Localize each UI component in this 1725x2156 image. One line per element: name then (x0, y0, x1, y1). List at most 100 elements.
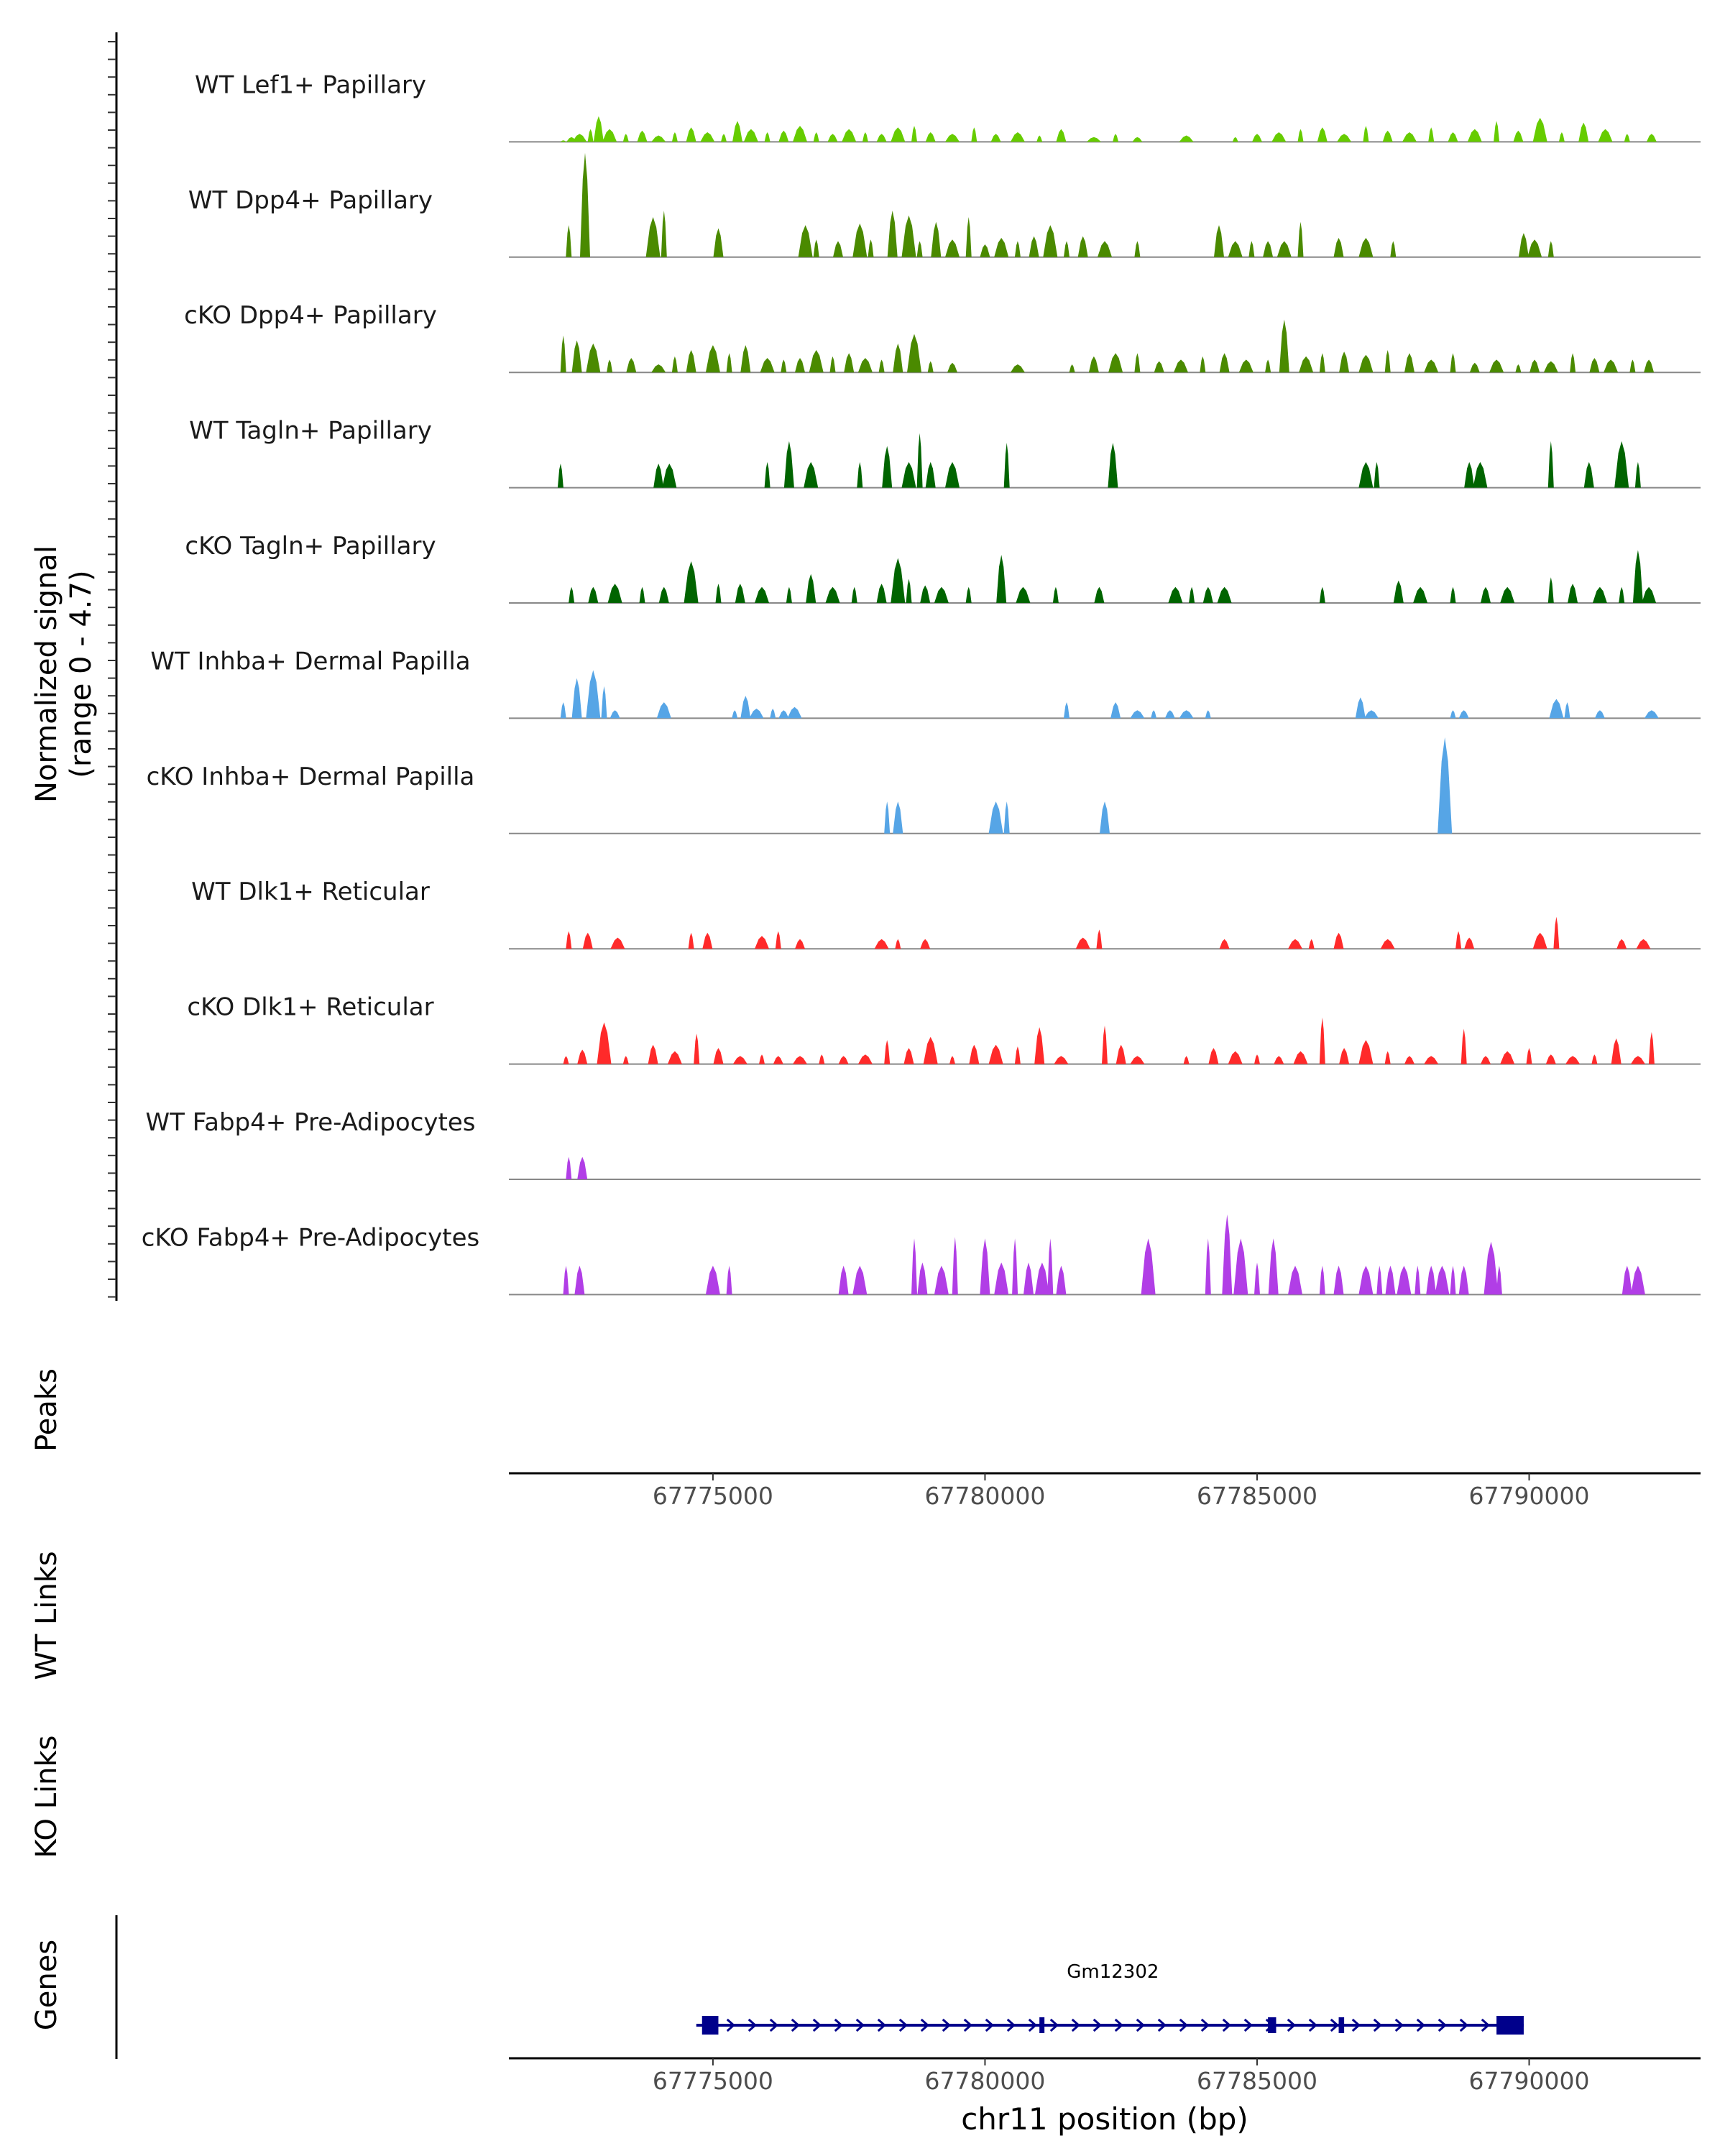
coverage-peak (1376, 1266, 1383, 1295)
strand-arrow (1006, 2018, 1016, 2032)
coverage-peak (994, 238, 1009, 257)
strand-arrow (1287, 2018, 1297, 2032)
coverage-peak (773, 1056, 783, 1064)
track-9: WT Fabp4+ Pre-Adipocytes (146, 1108, 1701, 1180)
coverage-peak (1644, 359, 1655, 373)
coverage-peak (934, 1266, 949, 1295)
coverage-peak (901, 215, 916, 257)
coverage-peak (1518, 233, 1529, 257)
coverage-peak (602, 129, 617, 142)
coverage-peak (1594, 710, 1605, 719)
coverage-peak (732, 1056, 748, 1064)
coverage-peak (1010, 132, 1025, 142)
coverage-peak (778, 710, 789, 719)
coverage-peak (1632, 550, 1643, 603)
strand-arrow (963, 2018, 973, 2032)
coverage-peak (653, 464, 664, 488)
coverage-peak (1088, 356, 1099, 373)
track-label: cKO Fabp4+ Pre-Adipocytes (142, 1223, 480, 1252)
wt-links-panel-label: WT Links (30, 1551, 63, 1680)
strand-arrow (1200, 2018, 1210, 2032)
coverage-peak (1047, 1238, 1054, 1295)
coverage-peak (1012, 1238, 1018, 1295)
coverage-peak (667, 1051, 682, 1064)
coverage-peak (920, 939, 931, 949)
coverage-peak (1252, 134, 1262, 142)
coverage-peak (1382, 130, 1393, 142)
coverage-peak (715, 584, 722, 603)
coverage-peak (1500, 1051, 1515, 1064)
track-label: WT Fabp4+ Pre-Adipocytes (146, 1108, 476, 1137)
coverage-peak (1096, 929, 1103, 949)
track-label: WT Tagln+ Papillary (189, 417, 432, 446)
gene-exon (1496, 2016, 1524, 2035)
coverage-peak (1056, 129, 1067, 142)
coverage-peak (597, 1022, 612, 1064)
coverage-peak (1448, 132, 1458, 142)
track-label: cKO Dlk1+ Reticular (187, 993, 433, 1022)
strand-arrow (1092, 2018, 1103, 2032)
coverage-peak (1024, 1262, 1034, 1295)
coverage-peak (1214, 225, 1224, 257)
coverage-peak (1100, 801, 1110, 834)
coverage-peak (740, 696, 751, 719)
coverage-peak (1056, 1266, 1067, 1295)
coverage-peak (586, 344, 601, 373)
coverage-peak (1527, 239, 1542, 257)
coverage-peak (1183, 1056, 1190, 1064)
peaks-x-axis-ticks: 67775000 67780000 67785000 67790000 (653, 1473, 1590, 1510)
x-tick-label: 67780000 (924, 2067, 1045, 2095)
coverage-peak (1450, 353, 1456, 373)
coverage-peak (1464, 937, 1475, 949)
x-axis-label: chr11 position (bp) (961, 2101, 1248, 2137)
coverage-peak (1458, 1266, 1469, 1295)
coverage-peak (622, 1056, 629, 1064)
track-label: cKO Tagln+ Papillary (185, 532, 436, 561)
coverage-peak (770, 709, 776, 719)
coverage-peak (648, 1044, 658, 1064)
x-tick-label: 67785000 (1197, 2067, 1317, 2095)
coverage-peak (857, 358, 873, 373)
coverage-peak (857, 1054, 873, 1064)
strand-arrow (769, 2018, 779, 2032)
coverage-peak (1268, 1238, 1279, 1295)
coverage-peak (726, 1266, 732, 1295)
coverage-peak (671, 132, 678, 142)
coverage-peak (838, 1266, 849, 1295)
coverage-peak (749, 709, 764, 719)
coverage-peak (1339, 351, 1350, 373)
coverage-peak (1358, 354, 1374, 373)
coverage-peak (684, 561, 699, 603)
x-tick-label: 67790000 (1469, 2067, 1590, 2095)
coverage-peak (622, 134, 629, 142)
track-label: cKO Inhba+ Dermal Papilla (147, 763, 475, 791)
coverage-peak (726, 353, 732, 373)
coverage-peak (1319, 586, 1325, 603)
coverage-peak (887, 211, 898, 257)
coverage-peak (988, 801, 1003, 834)
coverage-peak (1404, 353, 1414, 373)
coverage-peak (572, 134, 587, 142)
strand-arrow (877, 2018, 887, 2032)
coverage-peak (671, 356, 678, 373)
coverage-peak (1634, 461, 1641, 488)
coverage-peak (1134, 241, 1141, 257)
coverage-peak (945, 239, 960, 257)
gene-exon (1039, 2017, 1045, 2033)
coverage-peak (1205, 1238, 1211, 1295)
coverage-peak (688, 932, 694, 949)
coverage-peak (827, 134, 838, 142)
coverage-peak (833, 241, 843, 257)
coverage-peak (868, 239, 874, 257)
coverage-peak (1547, 241, 1554, 257)
coverage-peak (884, 801, 891, 834)
coverage-peak (1622, 1266, 1632, 1295)
gene-exon (702, 2016, 719, 2035)
coverage-peak (893, 344, 903, 373)
track-label: WT Dlk1+ Reticular (191, 877, 430, 906)
coverage-peak (996, 555, 1007, 603)
coverage-peak (1319, 353, 1325, 373)
coverage-peak (1308, 939, 1315, 949)
coverage-peak (1134, 353, 1141, 373)
strand-arrow (1308, 2018, 1318, 2032)
